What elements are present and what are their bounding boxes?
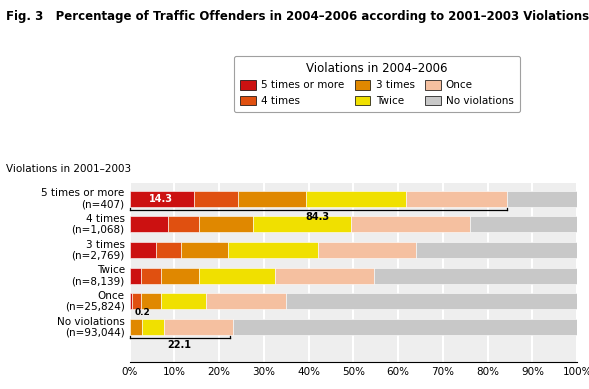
Bar [130,216,168,232]
Bar [206,293,286,309]
Bar [253,216,351,232]
Bar [406,191,507,207]
Bar [142,319,164,335]
Bar [161,293,206,309]
Bar [161,268,199,284]
Bar [199,268,275,284]
Legend: 5 times or more, 4 times, 3 times, Twice, Once, No violations: 5 times or more, 4 times, 3 times, Twice… [234,56,520,112]
Bar [416,242,577,258]
Bar [275,268,373,284]
Bar [228,242,317,258]
Bar [141,293,161,309]
Bar [131,319,142,335]
Text: 84.3: 84.3 [306,212,330,222]
Bar [132,293,141,309]
Bar [470,216,577,232]
Bar [168,216,199,232]
Bar [164,319,233,335]
Text: Violations in 2001–2003: Violations in 2001–2003 [6,164,131,174]
Bar [306,191,406,207]
Text: 22.1: 22.1 [167,340,191,350]
Bar [130,268,141,284]
Bar [157,242,181,258]
Bar [507,191,577,207]
Bar [130,191,194,207]
Bar [199,216,253,232]
Text: 14.3: 14.3 [149,194,173,204]
Bar [233,319,577,335]
Bar [239,191,306,207]
Bar [373,268,577,284]
Bar [130,242,157,258]
Bar [286,293,577,309]
Bar [130,319,131,335]
Text: 0.2: 0.2 [134,308,150,317]
Bar [351,216,470,232]
Bar [181,242,228,258]
Bar [130,293,132,309]
Bar [317,242,416,258]
Text: Fig. 3   Percentage of Traffic Offenders in 2004–2006 according to 2001–2003 Vio: Fig. 3 Percentage of Traffic Offenders i… [6,10,589,23]
Bar [141,268,161,284]
Bar [194,191,239,207]
